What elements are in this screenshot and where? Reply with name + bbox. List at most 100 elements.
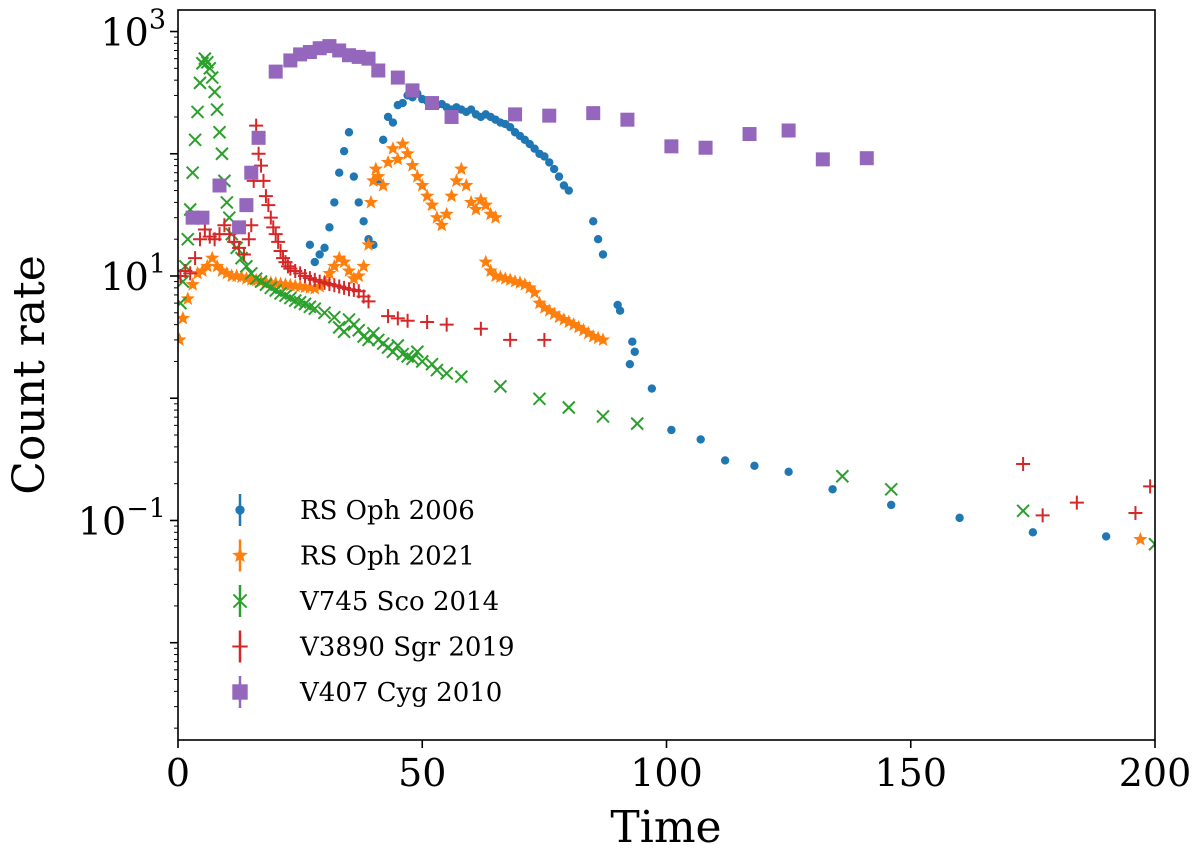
data-point: [180, 291, 195, 305]
data-point: [346, 271, 361, 285]
data-point: [307, 281, 322, 295]
data-point: [261, 198, 276, 213]
legend-entry: RS Oph 2006: [235, 494, 475, 526]
data-point: [232, 220, 247, 235]
data-point: [332, 250, 347, 265]
data-point: [190, 265, 205, 280]
data-point: [884, 482, 898, 496]
data-point: [596, 409, 610, 424]
data-point: [193, 76, 207, 90]
data-point: [181, 232, 195, 246]
data-point: [420, 188, 435, 203]
legend-entry: RS Oph 2021: [232, 539, 475, 572]
x-tick-label: 150: [874, 751, 947, 795]
data-point: [955, 513, 964, 523]
data-point: [398, 98, 407, 108]
legend: RS Oph 2006 RS Oph 2021 V745 Sco 2014 V3890…: [232, 494, 515, 708]
data-point: [183, 266, 198, 281]
data-point: [1035, 508, 1050, 523]
data-point: [205, 70, 219, 85]
data-point: [781, 123, 796, 138]
data-point: [517, 277, 532, 291]
data-point: [593, 235, 603, 244]
data-point: [742, 127, 757, 142]
data-point: [378, 135, 388, 145]
series-layer: [178, 39, 1155, 551]
data-point: [195, 210, 210, 225]
data-point: [1133, 531, 1148, 546]
series-v745-sco-2014: [178, 51, 1155, 551]
legend-marker: [235, 505, 245, 515]
data-point: [478, 254, 493, 269]
legend-label: V745 Sco 2014: [299, 587, 499, 617]
data-point: [425, 96, 440, 111]
data-point: [209, 258, 225, 273]
legend-label: RS Oph 2021: [300, 542, 475, 572]
data-point: [522, 280, 537, 294]
data-point: [368, 161, 383, 176]
data-point: [463, 194, 479, 209]
data-point: [439, 206, 454, 221]
data-point: [185, 165, 200, 180]
data-point: [214, 263, 230, 278]
data-point: [527, 285, 542, 299]
data-point: [439, 317, 454, 332]
data-point: [483, 263, 498, 278]
data-point: [1016, 456, 1031, 471]
data-point: [366, 173, 381, 187]
data-point: [405, 352, 420, 366]
legend-marker: [232, 684, 248, 700]
data-point: [361, 237, 376, 251]
data-point: [410, 345, 425, 359]
x-tick-label: 0: [166, 751, 190, 795]
legend-marker: [232, 547, 248, 563]
data-point: [361, 333, 376, 347]
data-point: [271, 234, 286, 249]
data-point: [344, 128, 354, 137]
data-point: [630, 416, 644, 431]
data-point: [188, 251, 203, 266]
data-point: [571, 319, 586, 334]
y-axis-label: Count rate: [4, 255, 55, 495]
data-point: [388, 118, 398, 127]
data-point: [859, 151, 874, 166]
data-point: [241, 232, 256, 247]
data-point: [185, 277, 200, 291]
data-point: [178, 296, 188, 310]
data-point: [356, 258, 371, 273]
data-point: [405, 158, 420, 172]
data-point: [493, 379, 508, 394]
data-point: [325, 223, 334, 232]
data-point: [195, 263, 210, 278]
data-point: [1028, 528, 1038, 537]
data-point: [1148, 537, 1155, 551]
data-point: [410, 169, 425, 183]
legend-label: V407 Cyg 2010: [299, 678, 502, 708]
data-point: [625, 359, 635, 369]
data-point: [212, 125, 227, 139]
data-point: [561, 314, 576, 329]
data-point: [385, 141, 401, 155]
y-tick-label: 101: [100, 249, 166, 299]
data-point: [336, 254, 352, 269]
data-point: [430, 363, 444, 377]
data-point: [205, 250, 220, 265]
data-point: [254, 158, 269, 173]
data-point: [268, 64, 283, 79]
data-point: [647, 384, 657, 393]
data-point: [330, 198, 339, 207]
data-point: [444, 109, 459, 124]
data-point: [335, 168, 344, 177]
data-point: [512, 275, 528, 289]
x-tick-label: 200: [1119, 751, 1192, 795]
data-point: [556, 312, 572, 326]
data-point: [395, 136, 410, 151]
data-point: [273, 244, 288, 259]
data-point: [315, 250, 324, 259]
data-point: [537, 300, 552, 314]
data-point: [415, 354, 429, 369]
data-point: [444, 188, 459, 203]
data-point: [586, 106, 601, 121]
data-point: [424, 197, 440, 212]
data-point: [351, 268, 366, 283]
